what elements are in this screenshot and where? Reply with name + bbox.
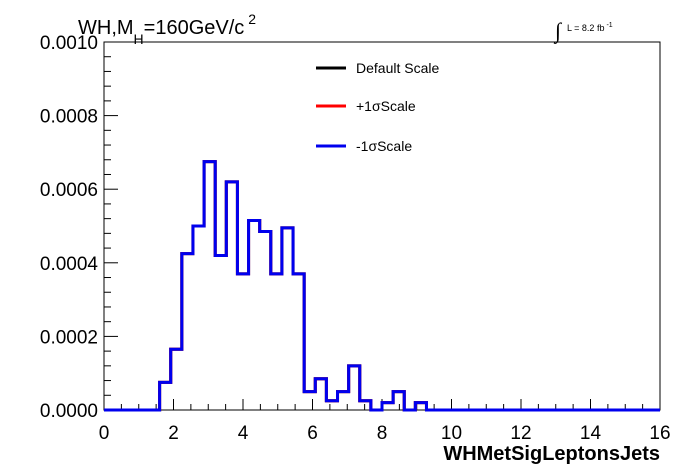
x-tick-label: 16 — [649, 423, 670, 444]
y-tick-label: 0.0002 — [40, 327, 98, 348]
legend-label: -1σScale — [356, 138, 412, 154]
x-tick-label: 2 — [168, 423, 179, 444]
x-tick-label: 8 — [377, 423, 388, 444]
x-tick-label: 4 — [238, 423, 249, 444]
lumi-label: L = 8.2 fb -1 — [567, 22, 613, 33]
x-tick-label: 0 — [99, 423, 110, 444]
y-tick-label: 0.0000 — [40, 401, 98, 422]
histogram-series-line — [104, 160, 660, 412]
legend-label: +1σScale — [356, 98, 416, 114]
x-tick-label: 14 — [580, 423, 602, 444]
y-tick-label: 0.0004 — [40, 254, 99, 275]
lumi-integral: ∫ — [553, 18, 563, 44]
histogram-series-line — [104, 160, 660, 412]
x-tick-label: 10 — [441, 423, 462, 444]
legend: Default Scale +1σScale -1σScale — [316, 60, 439, 154]
series-layer — [104, 160, 660, 412]
y-tick-label: 0.0008 — [40, 107, 98, 128]
axes: 0.0000 0.0002 0.0004 0.0006 0.0008 0.0010 0 2 4 6… — [40, 33, 671, 444]
legend-label: Default Scale — [356, 60, 439, 76]
y-tick-label: 0.0010 — [40, 33, 98, 54]
x-tick-label: 12 — [510, 423, 531, 444]
x-tick-label: 6 — [307, 423, 318, 444]
x-axis-label: WHMetSigLeptonsJets — [443, 443, 660, 465]
chart-title: WH,MH=160GeV/c 2 — [78, 11, 256, 47]
y-tick-label: 0.0006 — [40, 180, 98, 201]
histogram-series-line — [104, 160, 660, 412]
